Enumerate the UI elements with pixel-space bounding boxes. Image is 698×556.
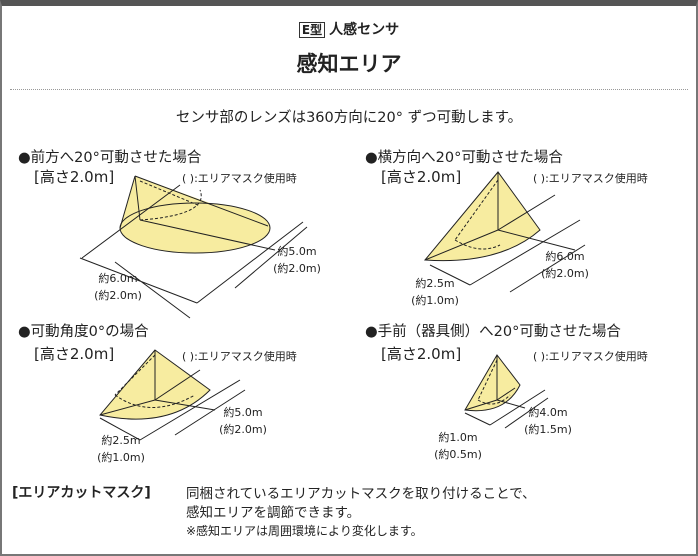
case-forward-dim-b: 約6.0m (約2.0m) xyxy=(93,270,143,304)
dim-value: 約2.5m xyxy=(415,277,455,290)
diagram-forward xyxy=(79,175,308,319)
sensor-type-heading: E型 人感センサ xyxy=(0,19,698,39)
footnote: ※感知エリアは周囲環境により変化します。 xyxy=(186,524,423,538)
dotted-divider xyxy=(10,89,688,90)
dim-mask-value: (約1.0m) xyxy=(97,451,145,464)
case-backward-height: [高さ2.0m] xyxy=(381,345,462,363)
case-forward-note: ( ):エリアマスク使用時 xyxy=(182,172,297,185)
case-backward-title: ●手前（器具側）へ20°可動させた場合 xyxy=(365,324,621,340)
page-title: 感知エリア xyxy=(296,52,402,76)
dim-mask-value: (約2.0m) xyxy=(219,423,267,436)
dim-mask-value: (約2.0m) xyxy=(273,262,321,275)
case-forward-title: ●前方へ20°可動させた場合 xyxy=(18,150,202,166)
dim-value: 約6.0m xyxy=(98,272,138,285)
diagram-sideways xyxy=(423,171,586,293)
diagram-zero xyxy=(99,349,246,441)
case-zero-height: [高さ2.0m] xyxy=(34,345,115,363)
intro-text: センサ部のレンズは360方向に20° ずつ可動します。 xyxy=(175,110,523,126)
case-forward-dim-a: 約5.0m (約2.0m) xyxy=(272,243,322,277)
dim-mask-value: (約1.5m) xyxy=(524,423,572,436)
case-forward-height: [高さ2.0m] xyxy=(34,168,115,186)
case-backward-dim-a: 約4.0m (約1.5m) xyxy=(523,404,573,438)
dim-value: 約2.5m xyxy=(101,434,141,447)
dim-value: 約5.0m xyxy=(223,406,263,419)
case-sideways-note: ( ):エリアマスク使用時 xyxy=(533,172,648,185)
case-zero-dim-b: 約2.5m (約1.0m) xyxy=(96,432,146,466)
dim-value: 約1.0m xyxy=(438,431,478,444)
mask-text-line1: 同梱されているエリアカットマスクを取り付けることで、 xyxy=(186,486,536,502)
dim-value: 約6.0m xyxy=(545,250,585,263)
mask-heading: [エリアカットマスク] xyxy=(12,485,151,501)
case-sideways-height: [高さ2.0m] xyxy=(381,168,462,186)
dim-mask-value: (約0.5m) xyxy=(434,448,482,461)
diagram-backward xyxy=(464,354,549,429)
dim-mask-value: (約1.0m) xyxy=(411,294,459,307)
dim-value: 約4.0m xyxy=(528,406,568,419)
case-sideways-dim-b: 約2.5m (約1.0m) xyxy=(410,275,460,309)
dim-mask-value: (約2.0m) xyxy=(541,267,589,280)
case-sideways-title: ●横方向へ20°可動させた場合 xyxy=(365,150,563,166)
case-backward-dim-b: 約1.0m (約0.5m) xyxy=(433,429,483,463)
case-zero-title: ●可動角度0°の場合 xyxy=(18,324,149,340)
case-sideways-dim-a: 約6.0m (約2.0m) xyxy=(540,248,590,282)
case-zero-dim-a: 約5.0m (約2.0m) xyxy=(218,404,268,438)
subtitle: 人感センサ xyxy=(329,22,400,38)
dim-value: 約5.0m xyxy=(277,245,317,258)
case-backward-note: ( ):エリアマスク使用時 xyxy=(533,350,648,363)
type-badge: E型 xyxy=(298,22,326,38)
dim-mask-value: (約2.0m) xyxy=(94,289,142,302)
case-zero-note: ( ):エリアマスク使用時 xyxy=(182,350,297,363)
mask-text-line2: 感知エリアを調節できます。 xyxy=(186,505,361,521)
